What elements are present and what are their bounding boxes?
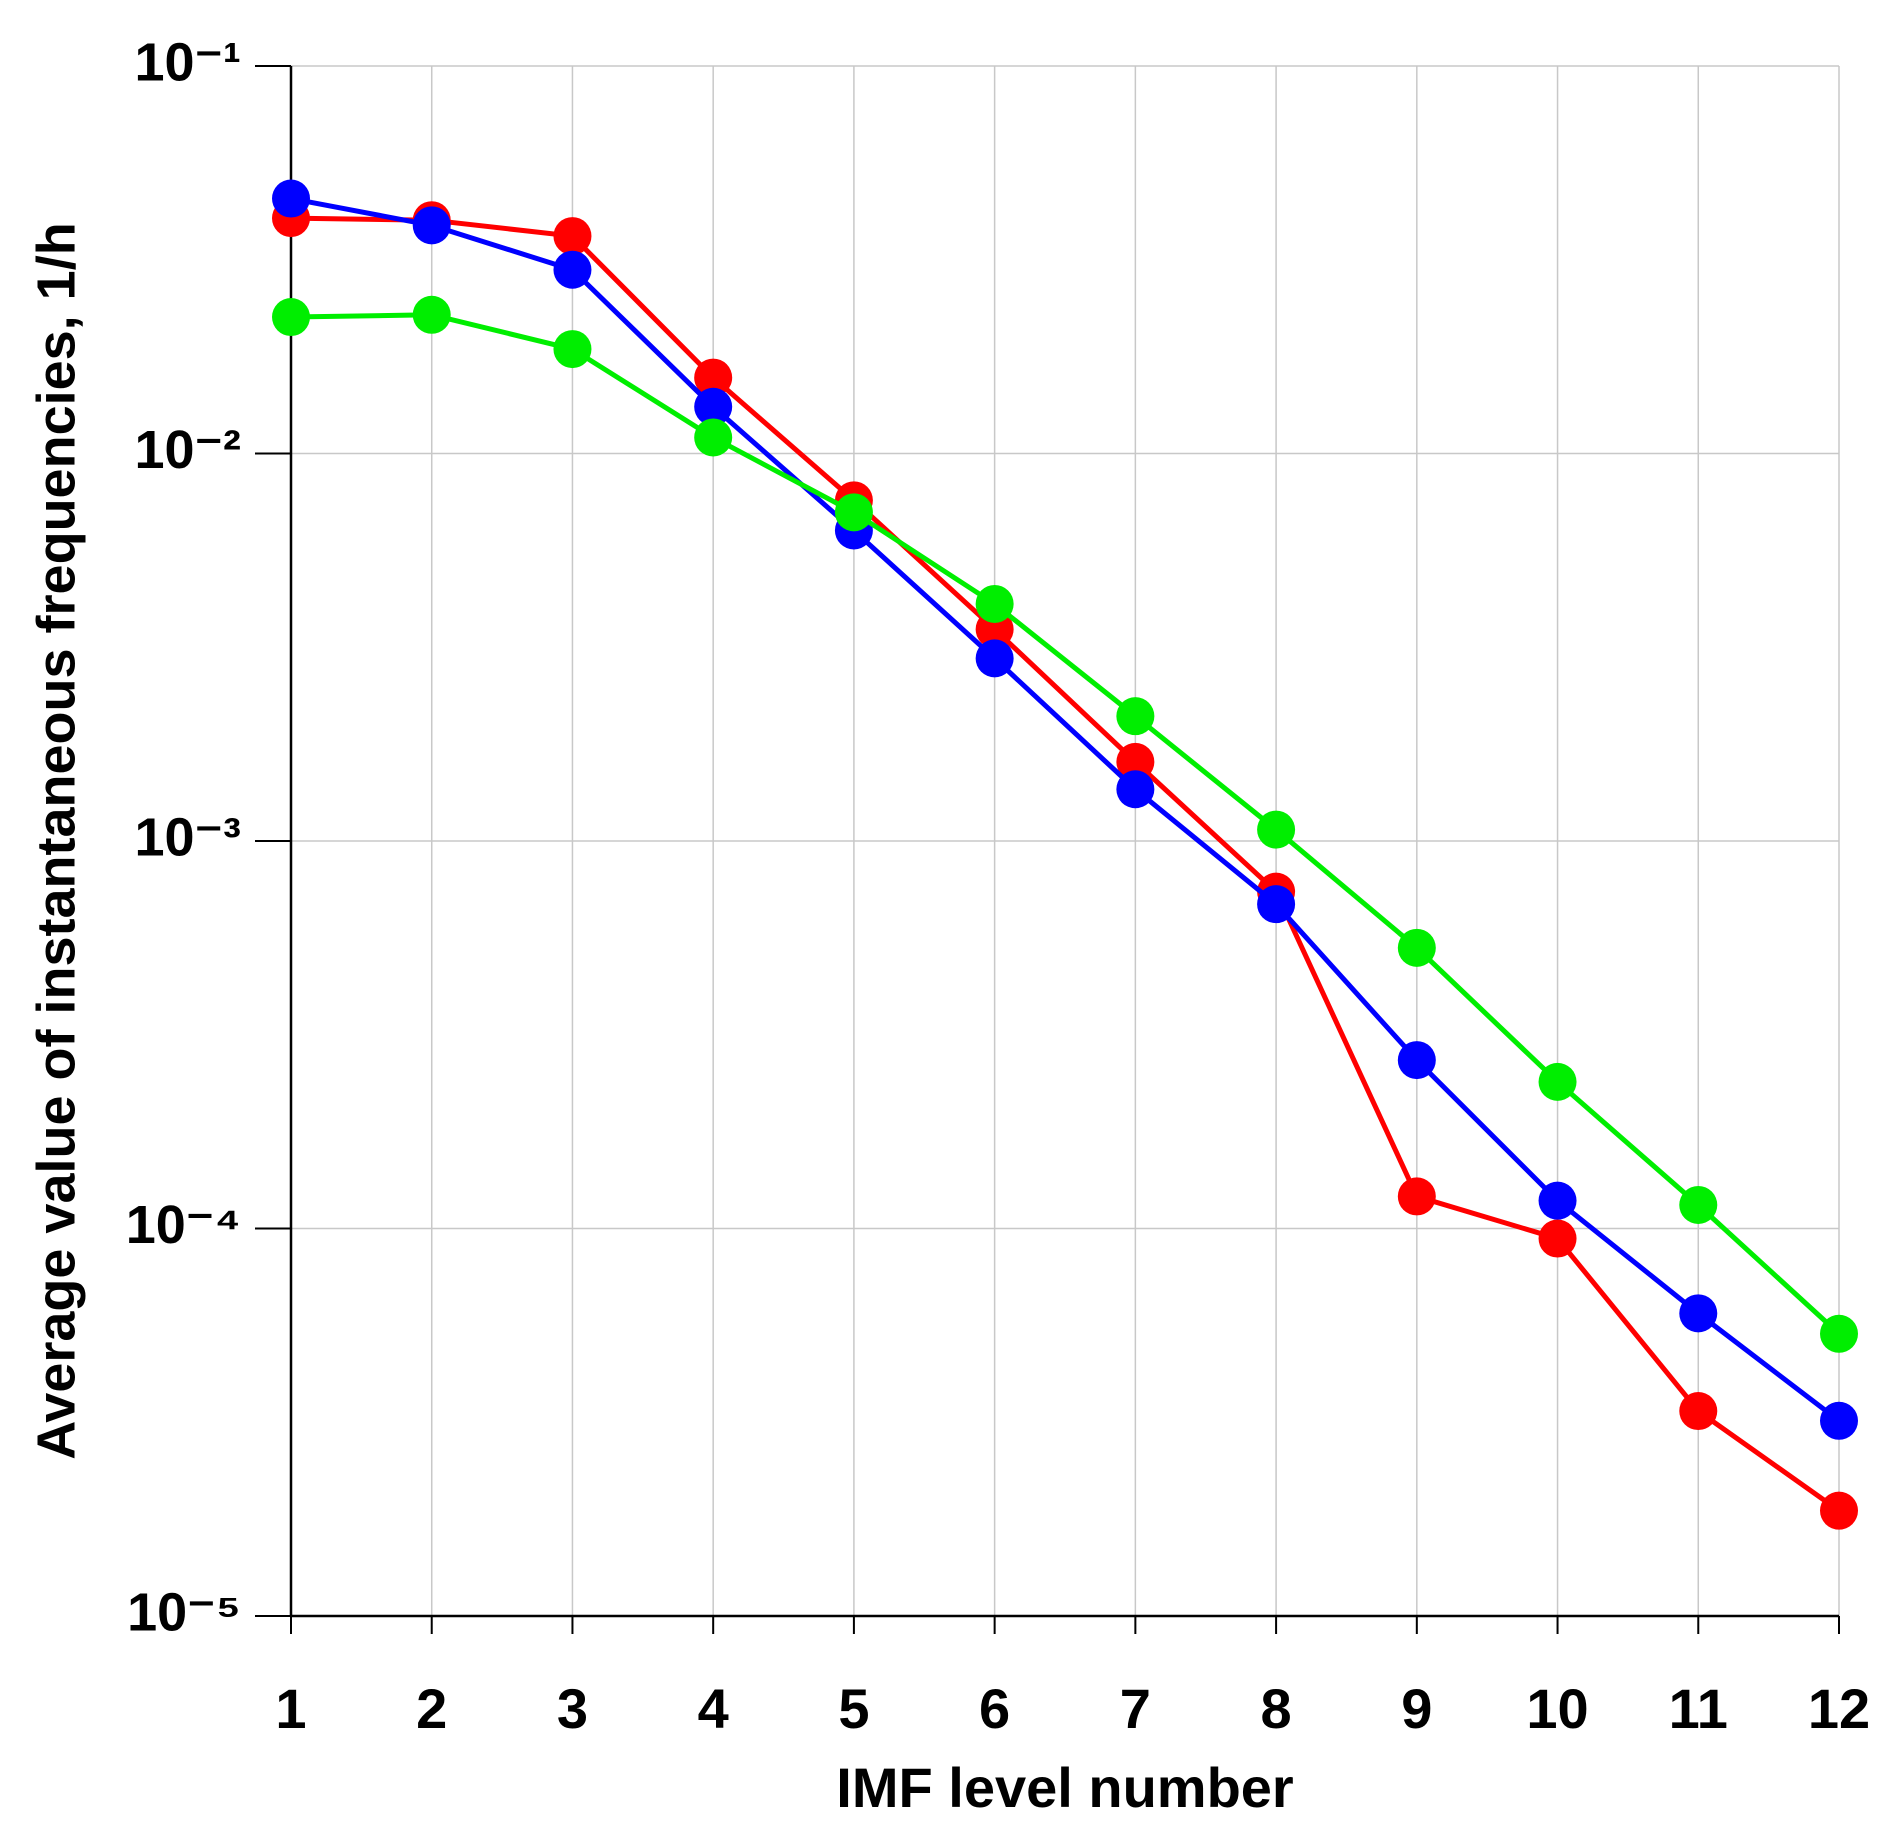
x-axis-title: IMF level number	[836, 1756, 1293, 1819]
data-point	[1116, 697, 1155, 736]
data-point	[1397, 1041, 1436, 1080]
x-tick-label: 6	[979, 1677, 1010, 1740]
x-tick-label: 5	[838, 1677, 869, 1740]
data-point	[1820, 1491, 1858, 1530]
x-tick-label: 8	[1261, 1677, 1292, 1740]
data-point	[272, 298, 310, 337]
data-point	[1257, 885, 1296, 924]
data-point	[553, 217, 592, 256]
data-point	[1538, 1062, 1577, 1101]
y-tick-label: 10⁻¹	[134, 32, 241, 92]
x-tick-label: 12	[1808, 1677, 1870, 1740]
data-point	[1116, 742, 1155, 781]
y-tick-label: 10⁻²	[134, 420, 241, 480]
data-point	[412, 295, 451, 334]
data-point	[553, 250, 592, 289]
x-tick-label: 10	[1526, 1677, 1588, 1740]
data-point	[1538, 1219, 1577, 1258]
x-tick-label: 9	[1401, 1677, 1432, 1740]
data-point	[975, 584, 1014, 623]
series-line	[290, 312, 1841, 1336]
x-tick-label: 3	[557, 1677, 588, 1740]
series-line	[290, 215, 1841, 1513]
data-point	[694, 358, 733, 397]
data-point	[1397, 1177, 1436, 1216]
data-point	[1116, 770, 1155, 809]
data-point	[1679, 1185, 1718, 1224]
data-point	[694, 387, 733, 426]
data-point	[694, 418, 733, 457]
y-tick-label: 10⁻⁴	[126, 1195, 241, 1255]
data-point	[272, 179, 310, 218]
y-axis-title: Average value of instantaneous frequenci…	[26, 222, 86, 1459]
y-tick-label: 10⁻³	[134, 807, 241, 867]
x-tick-label: 11	[1669, 1677, 1728, 1740]
y-tick-label: 10⁻⁵	[127, 1582, 241, 1642]
series-line	[290, 196, 1841, 1423]
data-point	[1679, 1294, 1718, 1333]
data-point	[1679, 1392, 1718, 1431]
x-tick-label: 7	[1120, 1677, 1151, 1740]
data-point	[1538, 1181, 1577, 1220]
data-point	[1397, 928, 1436, 967]
data-point	[412, 206, 451, 245]
data-point	[553, 330, 592, 369]
data-point	[1820, 1401, 1858, 1440]
data-point	[1257, 810, 1296, 849]
data-point	[1820, 1314, 1858, 1353]
x-tick-label: 2	[416, 1677, 447, 1740]
data-point	[975, 639, 1014, 678]
data-point	[834, 493, 873, 532]
x-tick-label: 4	[698, 1677, 729, 1740]
x-tick-label: 1	[275, 1677, 306, 1740]
